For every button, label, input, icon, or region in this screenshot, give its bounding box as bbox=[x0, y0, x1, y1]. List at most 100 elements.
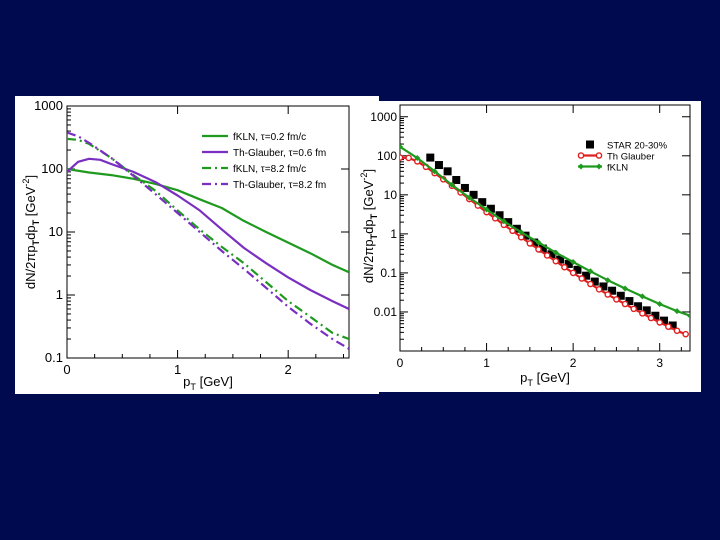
data-point-star-20-30 bbox=[573, 265, 582, 274]
y-tick-label: 1 bbox=[56, 287, 63, 302]
y-tick-label: 100 bbox=[377, 149, 397, 163]
y-tick-label: 0.1 bbox=[380, 266, 397, 280]
data-point-star-20-30 bbox=[538, 244, 547, 253]
legend-label-th-glauber-8-2-fm: Th-Glauber, τ=8.2 fm bbox=[233, 180, 326, 191]
data-point-th-glauber bbox=[569, 269, 577, 277]
data-point-fkln bbox=[622, 285, 629, 292]
legend-label-fkln-8-2-fm-c: fKLN, τ=8.2 fm/c bbox=[233, 164, 306, 175]
data-point-star-20-30 bbox=[634, 302, 643, 311]
plot-frame bbox=[399, 104, 691, 352]
data-point-fkln bbox=[687, 312, 690, 319]
y-tick-label: 100 bbox=[41, 161, 63, 176]
right-chart: 0 1 2 3 0.01 0.1 1 10 100 1000 pT [GeV] dN/2πpTdpT … bbox=[359, 104, 691, 388]
legend-label-th-glauber: Th Glauber bbox=[607, 152, 655, 163]
legend-marker bbox=[595, 152, 603, 159]
data-point-th-glauber bbox=[613, 296, 620, 303]
data-point-fkln bbox=[518, 229, 525, 236]
data-point-th-glauber bbox=[543, 252, 551, 259]
data-point-star-20-30 bbox=[504, 218, 513, 227]
data-point-th-glauber bbox=[405, 154, 412, 162]
data-point-star-20-30 bbox=[660, 316, 669, 325]
data-point-th-glauber bbox=[526, 240, 534, 247]
data-point-th-glauber bbox=[682, 330, 689, 338]
left-chart: 0 1 2 0.1 1 10 100 1000 pT [GeV] dN/2πpTdpT [GeV-… bbox=[21, 98, 350, 392]
data-point-th-glauber bbox=[665, 323, 672, 330]
y-axis-label: dN/2πpTdpT [GeV-2] bbox=[21, 175, 41, 289]
legend-marker bbox=[596, 163, 602, 170]
data-point-star-20-30 bbox=[642, 306, 651, 315]
y-tick-label: 10 bbox=[49, 224, 63, 239]
data-point-star-20-30 bbox=[625, 297, 634, 306]
data-point-th-glauber bbox=[587, 280, 594, 288]
y-axis-label: dN/2πpTdpT [GeV-2] bbox=[359, 169, 379, 283]
data-point-fkln bbox=[674, 308, 681, 315]
legend: fKLN, τ=0.2 fm/c Th-Glauber, τ=0.6 fm fKLN… bbox=[202, 132, 326, 191]
data-point-th-glauber bbox=[639, 310, 646, 317]
data-point-star-20-30 bbox=[547, 250, 556, 259]
data-point-star-20-30 bbox=[616, 291, 625, 300]
data-point-th-glauber bbox=[647, 314, 655, 322]
data-point-fkln bbox=[656, 300, 663, 307]
y-tick-label: 0.1 bbox=[45, 350, 63, 365]
data-point-star-20-30 bbox=[564, 259, 573, 268]
legend-symbol-star-20-30 bbox=[586, 140, 594, 149]
left-chart-panel: 0 1 2 0.1 1 10 100 1000 pT [GeV] dN/2πpTdpT [GeV-… bbox=[15, 96, 379, 394]
data-point-fkln bbox=[500, 218, 507, 225]
series-line-fkln-0-2-fm-c bbox=[67, 167, 349, 274]
legend-marker bbox=[577, 152, 585, 159]
data-point-star-20-30 bbox=[668, 321, 677, 330]
data-point-fkln bbox=[448, 181, 455, 188]
series-line-fkln bbox=[400, 145, 690, 317]
data-point-fkln bbox=[431, 168, 438, 175]
series-group bbox=[400, 143, 690, 338]
data-point-th-glauber bbox=[673, 327, 681, 335]
x-tick-label: 2 bbox=[570, 356, 577, 370]
data-point-star-20-30 bbox=[460, 183, 469, 192]
data-point-th-glauber bbox=[630, 305, 638, 313]
x-axis-label: pT [GeV] bbox=[183, 374, 233, 392]
data-point-th-glauber bbox=[656, 319, 664, 326]
data-point-star-20-30 bbox=[434, 161, 443, 170]
data-point-star-20-30 bbox=[426, 153, 435, 162]
data-point-star-20-30 bbox=[651, 311, 660, 320]
data-point-star-20-30 bbox=[452, 175, 461, 184]
data-point-th-glauber bbox=[621, 300, 629, 308]
legend-label-fkln-0-2-fm-c: fKLN, τ=0.2 fm/c bbox=[233, 132, 306, 143]
x-tick-label: 3 bbox=[656, 356, 663, 370]
data-point-star-20-30 bbox=[469, 190, 478, 199]
series-group bbox=[67, 131, 349, 350]
y-tick-label: 1 bbox=[390, 227, 397, 241]
data-point-star-20-30 bbox=[608, 286, 617, 295]
data-point-star-20-30 bbox=[495, 211, 504, 220]
data-point-th-glauber bbox=[604, 291, 612, 298]
legend-marker bbox=[578, 163, 584, 170]
x-tick-label: 1 bbox=[483, 356, 490, 370]
data-point-th-glauber bbox=[400, 154, 404, 161]
data-point-star-20-30 bbox=[599, 282, 608, 291]
x-tick-label: 0 bbox=[397, 356, 404, 370]
data-point-fkln bbox=[587, 268, 594, 275]
data-point-th-glauber bbox=[552, 257, 560, 265]
x-tick-label: 1 bbox=[174, 362, 181, 377]
data-point-th-glauber bbox=[535, 246, 542, 253]
data-point-fkln bbox=[466, 194, 473, 201]
data-point-th-glauber bbox=[517, 233, 525, 241]
data-point-star-20-30 bbox=[530, 238, 539, 247]
data-point-fkln bbox=[552, 249, 559, 256]
legend-label-fkln: fKLN bbox=[607, 163, 628, 174]
data-point-th-glauber bbox=[578, 275, 586, 282]
data-point-star-20-30 bbox=[486, 204, 495, 213]
data-point-th-glauber bbox=[509, 227, 516, 235]
data-point-th-glauber bbox=[561, 263, 568, 271]
right-chart-panel: 0 1 2 3 0.01 0.1 1 10 100 1000 pT [GeV] dN/2πpTdpT … bbox=[355, 101, 701, 392]
y-tick-label: 1000 bbox=[34, 98, 63, 113]
y-tick-label: 0.01 bbox=[374, 305, 398, 319]
legend-label-star-20-30: STAR 20-30% bbox=[607, 141, 668, 152]
legend-label-th-glauber-0-6-fm: Th-Glauber, τ=0.6 fm bbox=[233, 148, 326, 159]
x-axis-label: pT [GeV] bbox=[520, 370, 570, 388]
data-point-fkln bbox=[400, 143, 403, 150]
data-point-fkln bbox=[604, 277, 611, 284]
series-line-th-glauber-8-2-fm bbox=[67, 131, 349, 350]
